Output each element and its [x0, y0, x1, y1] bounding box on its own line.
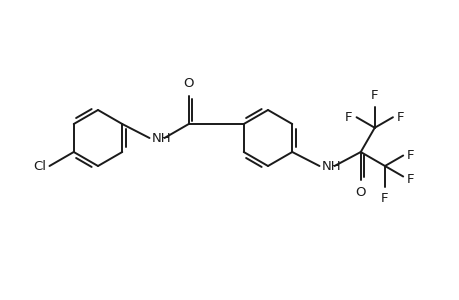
Text: F: F — [381, 192, 388, 205]
Text: F: F — [370, 89, 378, 102]
Text: F: F — [406, 173, 414, 186]
Text: NH: NH — [321, 160, 341, 172]
Text: O: O — [183, 77, 194, 90]
Text: F: F — [396, 111, 403, 124]
Text: NH: NH — [151, 131, 171, 145]
Text: O: O — [355, 186, 365, 199]
Text: F: F — [406, 149, 414, 162]
Text: Cl: Cl — [34, 160, 46, 172]
Text: F: F — [344, 111, 352, 124]
